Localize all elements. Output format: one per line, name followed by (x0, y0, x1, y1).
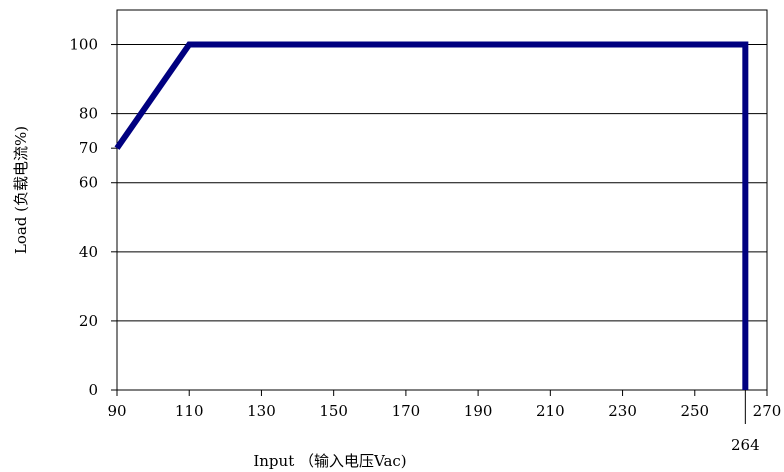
x-tick-label: 150 (319, 402, 348, 420)
x-tick-label: 190 (464, 402, 493, 420)
x-tick-label: 170 (392, 402, 421, 420)
x-axis-label: Input （输入电压Vac) (253, 452, 406, 470)
y-tick-label: 70 (79, 139, 98, 157)
y-tick-label: 0 (88, 381, 98, 399)
x-tick-label: 230 (608, 402, 637, 420)
y-tick-label: 80 (79, 105, 98, 123)
x-tick-label: 210 (536, 402, 565, 420)
series-group (114, 41, 749, 390)
y-axis-label: Load (负载电流%) (12, 126, 30, 254)
x-tick-label: 130 (247, 402, 276, 420)
y-tick-label: 40 (79, 243, 98, 261)
x-tick-label: 110 (175, 402, 204, 420)
x-tick-label: 250 (680, 402, 709, 420)
x-tick-label: 90 (107, 402, 126, 420)
tick-labels: 90 110 130 150 170 190 210 230 250 270 264 0 20 40 60 7… (69, 36, 781, 454)
y-tick-label: 100 (69, 36, 98, 54)
y-tick-label: 60 (79, 174, 98, 192)
load-series-line (114, 41, 749, 390)
grid-lines (117, 44, 767, 322)
axes (111, 9, 768, 424)
plot-frame (116, 9, 768, 391)
y-tick-label: 20 (79, 312, 98, 330)
x-extra-tick-label: 264 (731, 436, 760, 454)
x-tick-label: 270 (753, 402, 782, 420)
